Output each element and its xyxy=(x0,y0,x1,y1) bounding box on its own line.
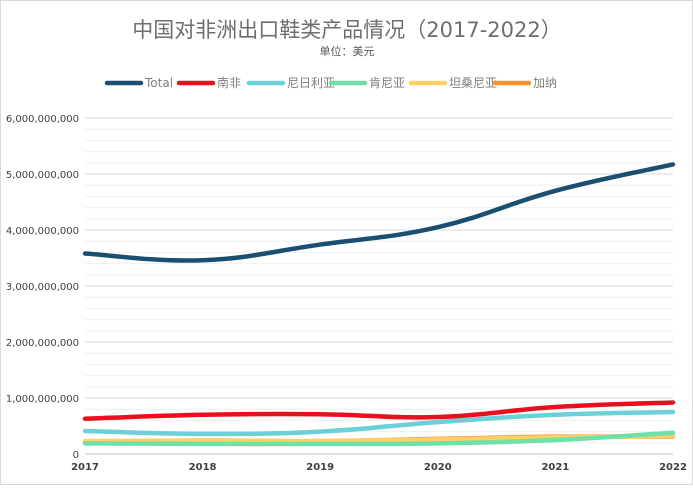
y-tick-label: 5,000,000,000 xyxy=(6,170,79,181)
y-tick-label: 3,000,000,000 xyxy=(6,282,79,293)
y-tick-label: 1,000,000,000 xyxy=(6,394,79,405)
legend-label: 坦桑尼亚 xyxy=(449,76,497,90)
series-line-2 xyxy=(82,409,676,437)
legend-label: Total xyxy=(144,76,173,90)
x-tick-label: 2017 xyxy=(71,462,99,473)
series-lines xyxy=(82,162,676,447)
x-tick-label: 2022 xyxy=(659,462,687,473)
y-tick-label: 4,000,000,000 xyxy=(6,226,79,237)
legend-label: 肯尼亚 xyxy=(369,76,405,90)
x-tick-label: 2021 xyxy=(541,462,569,473)
chart-subtitle: 单位：美元 xyxy=(320,44,375,58)
x-tick-label: 2020 xyxy=(424,462,452,473)
y-axis: 0 1,000,000,000 2,000,000,000 3,000,000,000… xyxy=(6,114,79,461)
series-line-4 xyxy=(82,433,676,444)
legend-label: 南非 xyxy=(217,75,241,90)
x-tick-label: 2018 xyxy=(189,462,217,473)
series-line-3 xyxy=(82,430,676,447)
legend-label: 尼日利亚 xyxy=(287,76,335,90)
series-line-1 xyxy=(82,400,676,421)
y-tick-label: 6,000,000,000 xyxy=(6,114,79,125)
series-line-0 xyxy=(82,162,676,263)
chart-legend: Total 南非 尼日利亚 肯尼亚 坦桑尼亚 加纳 xyxy=(104,75,557,90)
y-tick-label: 2,000,000,000 xyxy=(6,338,79,349)
chart-title: 中国对非洲出口鞋类产品情况（2017-2022） xyxy=(132,18,561,42)
y-tick-label: 0 xyxy=(73,450,79,461)
legend-label: 加纳 xyxy=(533,76,557,90)
x-axis: 2017 2018 2019 2020 2021 2022 xyxy=(71,453,687,473)
x-tick-label: 2019 xyxy=(306,462,334,473)
gridlines xyxy=(85,117,673,444)
